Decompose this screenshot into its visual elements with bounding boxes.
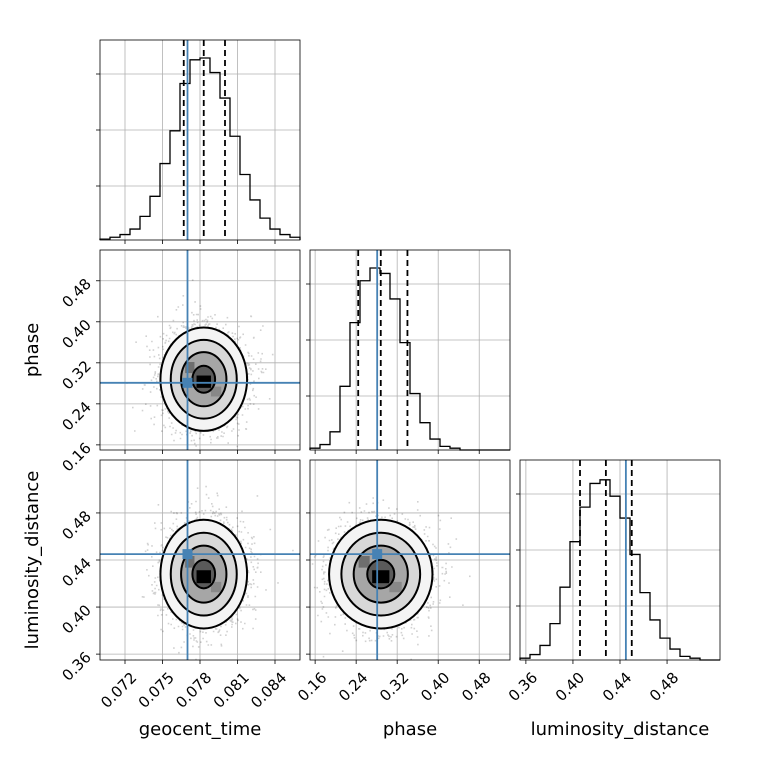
- ylabel-phase: phase: [22, 323, 43, 377]
- density-cell: [358, 556, 370, 568]
- density-peak-cell: [196, 375, 211, 388]
- ytick-label: 0.44: [58, 554, 94, 590]
- ytick-label: 0.16: [58, 439, 94, 475]
- ytick-label: 0.48: [58, 507, 94, 543]
- contour-level: [169, 338, 238, 420]
- contour-level: [191, 558, 217, 590]
- contour-level: [180, 544, 228, 604]
- histogram-geocent_time: [99, 57, 301, 240]
- ytick-label: 0.32: [58, 357, 94, 393]
- contour-level: [328, 518, 434, 630]
- contour-level: [340, 531, 422, 617]
- density-cell: [210, 386, 222, 397]
- panel-frame: [309, 249, 511, 451]
- density-peak-cell: [372, 570, 390, 584]
- panel-hist-luminosity-distance: [519, 460, 720, 661]
- density-cell: [185, 362, 195, 374]
- xtick-label: 0.40: [417, 669, 453, 705]
- xtick-label: 0.078: [172, 669, 215, 712]
- contour-level: [366, 558, 396, 590]
- ytick-label: 0.40: [58, 601, 94, 637]
- truth-marker: [182, 377, 193, 388]
- histogram-phase: [309, 267, 510, 451]
- xtick-label: 0.084: [247, 669, 290, 712]
- xtick-label: 0.36: [505, 669, 541, 705]
- contour-level: [159, 518, 249, 630]
- xtick-label: 0.48: [646, 669, 682, 705]
- xlabel-phase: phase: [383, 719, 437, 740]
- panel-scatter-phase-luminosity-distance: [310, 460, 510, 660]
- ytick-label: 0.40: [58, 316, 94, 352]
- xtick-label: 0.081: [210, 669, 253, 712]
- truth-marker: [372, 549, 383, 560]
- density-cell: [210, 581, 222, 593]
- contour-level: [169, 531, 238, 617]
- xtick-label: 0.44: [599, 669, 635, 705]
- xtick-label: 0.32: [376, 669, 412, 705]
- panel-hist-phase: [309, 250, 510, 451]
- xtick-label: 0.075: [135, 669, 178, 712]
- panel-hist-geocent-time: [99, 40, 301, 240]
- density-peak-cell: [196, 570, 211, 584]
- xlabel-luminosity-distance: luminosity_distance: [531, 719, 710, 740]
- histogram-luminosity_distance: [519, 479, 720, 661]
- contour-level: [180, 351, 228, 408]
- contour-level: [159, 326, 249, 432]
- ytick-label: 0.36: [58, 648, 94, 684]
- ytick-label: 0.24: [58, 398, 94, 434]
- xtick-label: 0.40: [552, 669, 588, 705]
- density-cell: [185, 556, 195, 568]
- xtick-label: 0.16: [294, 669, 330, 705]
- ylabel-luminosity-distance: luminosity_distance: [22, 471, 43, 650]
- xtick-label: 0.24: [335, 669, 371, 705]
- truth-marker: [182, 549, 193, 560]
- density-cell: [389, 581, 402, 593]
- contour-level: [352, 544, 409, 604]
- panel-scatter-geocent-time-phase: [100, 250, 300, 450]
- xtick-label: 0.072: [97, 669, 140, 712]
- panel-scatter-geocent-time-luminosity-distance: [100, 460, 300, 660]
- xlabel-geocent-time: geocent_time: [139, 719, 262, 740]
- ytick-label: 0.48: [58, 275, 94, 311]
- xtick-label: 0.48: [458, 669, 494, 705]
